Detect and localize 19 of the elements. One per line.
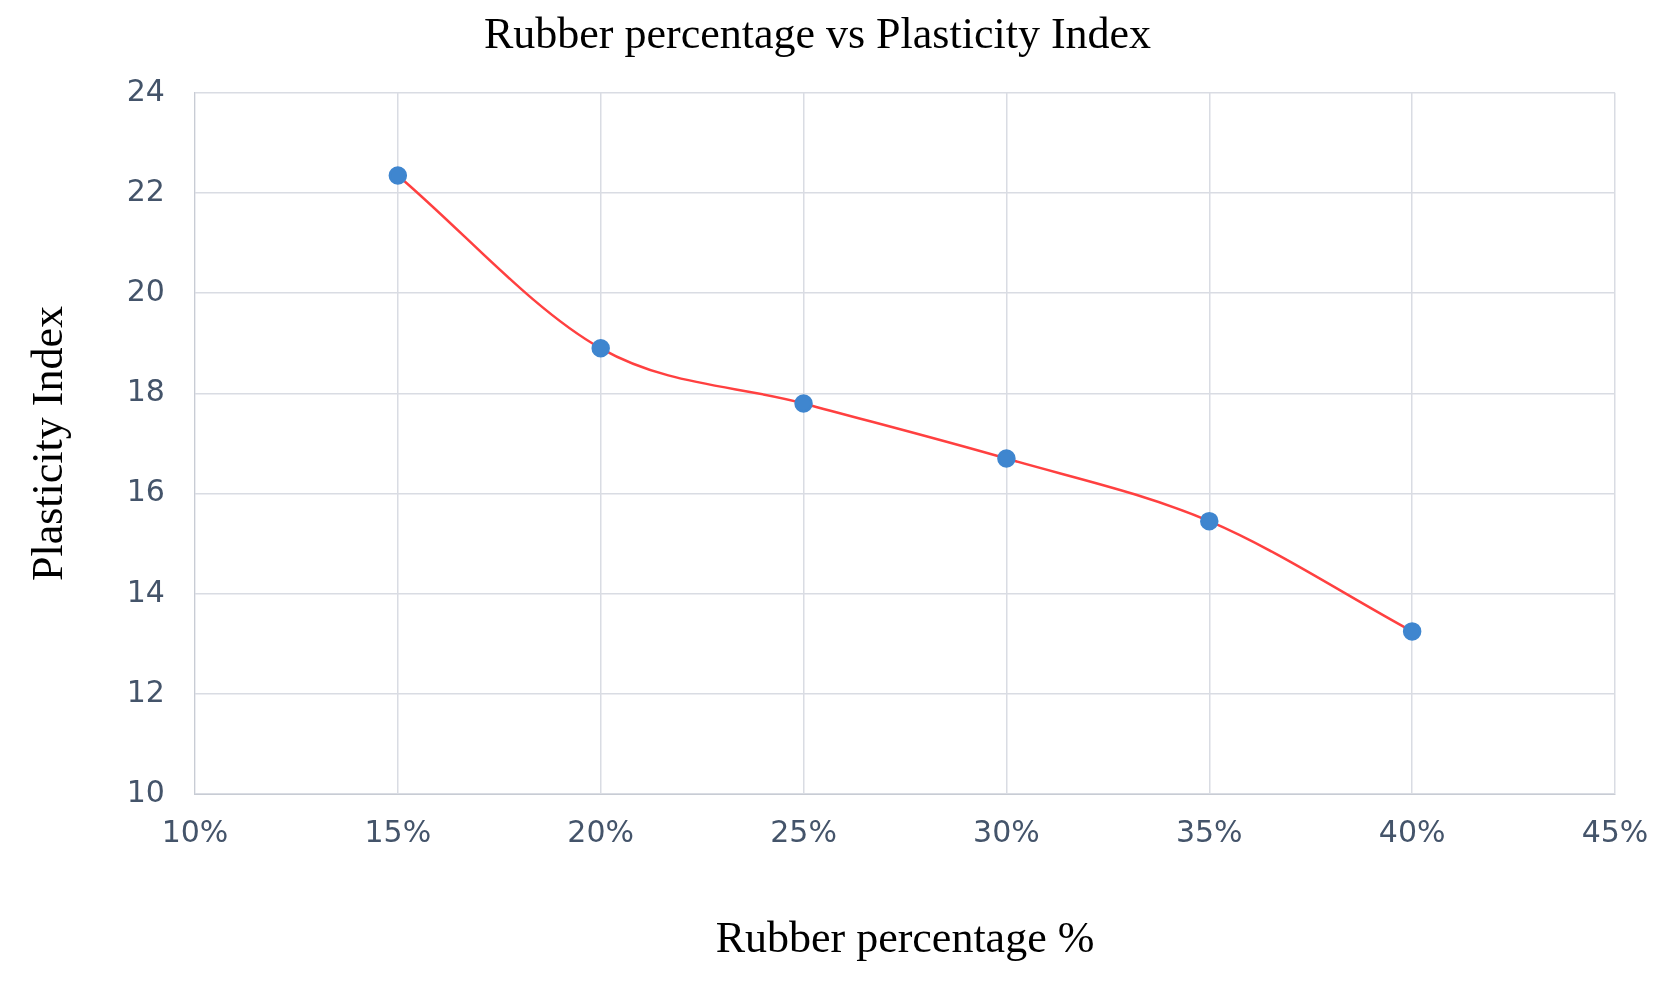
chart-title: Rubber percentage vs Plasticity Index [483,8,1152,58]
x-tick-label: 30% [973,814,1040,849]
x-tick-label: 45% [1581,814,1649,849]
x-tick-label: 25% [770,814,837,849]
x-tick-label: 40% [1378,814,1446,849]
y-tick-label: 12 [126,673,165,709]
x-tick-label: 20% [567,814,635,849]
y-tick-label: 16 [126,473,165,509]
x-tick-label: 15% [364,814,432,849]
y-tick-label: 24 [126,72,165,108]
y-tick-label: 22 [126,172,165,208]
y-tick-label: 20 [126,273,165,308]
y-tick-label: 14 [126,573,165,609]
y-axis-title: Plasticity Index [22,306,72,581]
x-tick-label: 10% [161,814,229,849]
y-tick-label: 18 [126,373,165,409]
x-axis-title: Rubber percentage % [715,913,1095,963]
y-tick-label: 10 [126,774,165,809]
x-tick-label: 35% [1175,814,1243,849]
